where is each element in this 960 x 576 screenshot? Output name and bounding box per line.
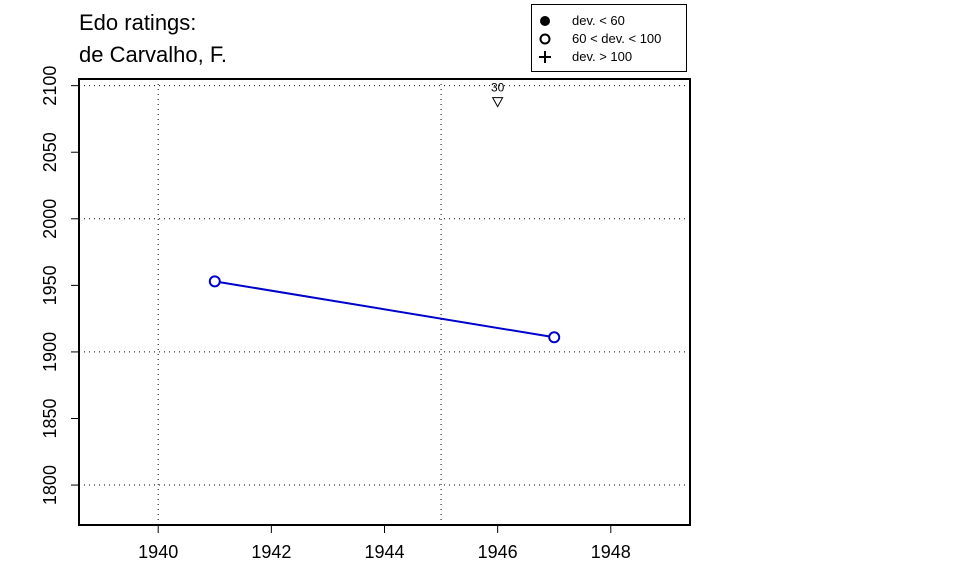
filled-circle-icon: [540, 16, 550, 26]
y-tick-label: 2100: [40, 66, 60, 106]
annotation-label: 30: [491, 81, 505, 95]
x-tick-label: 1946: [478, 542, 518, 562]
data-point: [548, 331, 561, 344]
x-tick-label: 1944: [364, 542, 404, 562]
legend: dev. < 60 60 < dev. < 100 dev. > 100: [531, 4, 687, 72]
open-circle-icon: [539, 33, 551, 45]
series: [208, 275, 561, 344]
y-tick-label: 1800: [40, 465, 60, 505]
x-tick-label: 1942: [251, 542, 291, 562]
y-tick-label: 1900: [40, 332, 60, 372]
y-tick-label: 1950: [40, 265, 60, 305]
annotations: 30: [491, 81, 505, 108]
plot-frame: [78, 78, 691, 526]
legend-label: 60 < dev. < 100: [572, 31, 662, 46]
legend-label: dev. > 100: [572, 49, 633, 64]
legend-label: dev. < 60: [572, 13, 625, 28]
chart-title-line-2: de Carvalho, F.: [79, 42, 227, 67]
chart-title-line-1: Edo ratings:: [79, 10, 197, 35]
down-triangle-marker: [491, 97, 504, 108]
plus-icon: [539, 51, 551, 63]
grid-lines: [79, 79, 690, 525]
x-tick-label: 1948: [591, 542, 631, 562]
y-tick-label: 1850: [40, 398, 60, 438]
x-tick-label: 1940: [138, 542, 178, 562]
data-point: [208, 275, 221, 288]
series-line: [214, 280, 555, 339]
axes: 1940 1942 1944 1946 1948 1800 1850 1900 1950 2000…: [40, 66, 631, 562]
y-tick-label: 2000: [40, 199, 60, 239]
y-tick-label: 2050: [40, 132, 60, 172]
